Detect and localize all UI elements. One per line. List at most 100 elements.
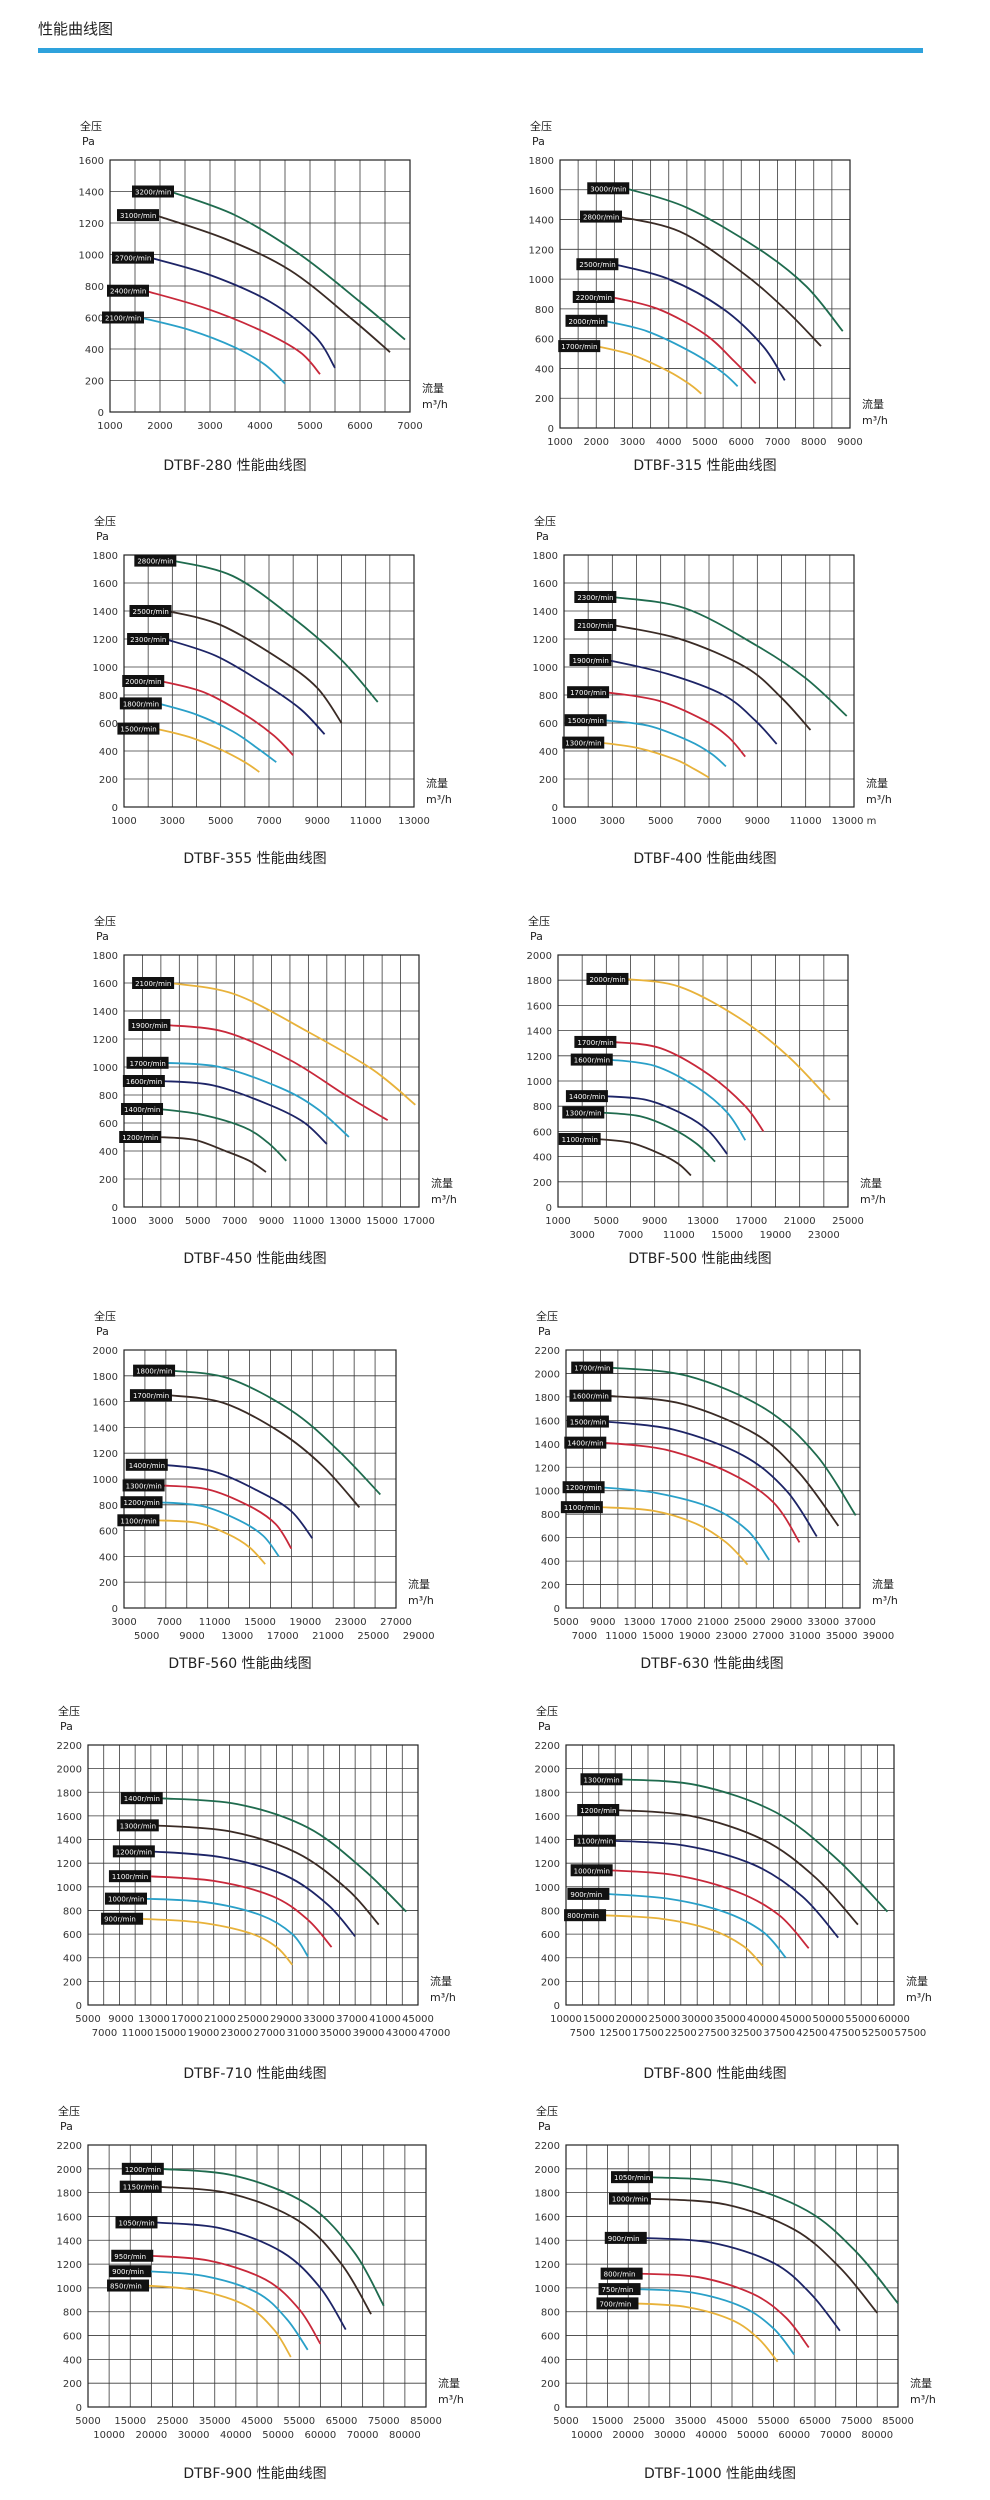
series-curve — [607, 1394, 840, 1527]
x-tick-label: 3000 — [600, 816, 625, 827]
y-tick-label: 2200 — [535, 2141, 560, 2152]
x-tick-label-secondary: 5000 — [134, 1631, 159, 1642]
rpm-tag — [571, 1361, 614, 1374]
y-tick-label: 1200 — [535, 1463, 560, 1474]
y-tick-label: 400 — [85, 345, 104, 356]
rpm-tag — [580, 210, 622, 223]
series-curve — [604, 691, 746, 758]
y-tick-label: 0 — [76, 2403, 82, 2414]
x-tick-label: 45000 — [716, 2416, 748, 2427]
rpm-tag-label: 1050r/min — [118, 2219, 154, 2227]
y-tick-label: 0 — [112, 803, 118, 814]
y-tick-label: 2000 — [535, 1765, 560, 1776]
x-tick-label: 25000 — [648, 2014, 680, 2025]
series-curve — [596, 345, 702, 395]
x-tick-label-secondary: 40000 — [220, 2430, 252, 2441]
y-tick-label: 1200 — [57, 1859, 82, 1870]
rpm-tag-label: 2300r/min — [577, 594, 613, 602]
rpm-tag — [564, 1436, 607, 1449]
y-tick-label: 1200 — [93, 1035, 118, 1046]
series-curve — [155, 727, 260, 773]
x-tick-label: 1000 — [111, 816, 136, 827]
x-tick-label: 15000 — [366, 1216, 398, 1227]
x-axis-label: 流量 — [431, 1176, 453, 1190]
rpm-tag-label: 1500r/min — [568, 717, 604, 725]
y-tick-label: 600 — [99, 1527, 118, 1538]
x-tick-label: 9000 — [305, 816, 330, 827]
x-tick-label: 75000 — [368, 2416, 400, 2427]
x-tick-label-secondary: 29000 — [403, 1631, 435, 1642]
x-tick-label-secondary: 13000 — [221, 1631, 253, 1642]
plot-frame — [87, 1744, 419, 2006]
rpm-tag — [604, 2231, 647, 2244]
x-tick-label-secondary: 27000 — [254, 2028, 286, 2039]
chart-10: 0 200 400 600 800 1000 1200 1400 1600 1800 2000 220… — [535, 1704, 932, 2082]
rpm-tag-label: 1300r/min — [583, 1776, 619, 1784]
rpm-tag — [560, 1501, 603, 1514]
series-curve — [167, 1394, 361, 1508]
y-tick-label: 1400 — [57, 1836, 82, 1847]
series-curve — [160, 1080, 328, 1145]
chart-caption: DTBF-630 性能曲线图 — [640, 1656, 783, 1672]
rpm-tag — [117, 722, 160, 735]
y-tick-label: 1000 — [79, 251, 104, 262]
y-tick-label: 200 — [533, 1178, 552, 1189]
y-tick-label: 800 — [533, 1102, 552, 1113]
x-tick-label-secondary: 12500 — [599, 2028, 631, 2039]
rpm-tag — [570, 1053, 613, 1066]
y-tick-label: 600 — [541, 2332, 560, 2343]
y-tick-label: 200 — [99, 1578, 118, 1589]
y-tick-label: 1000 — [57, 1883, 82, 1894]
x-axis-unit: m³/h — [408, 1594, 434, 1607]
x-axis-label: 流量 — [408, 1577, 430, 1591]
y-tick-label: 400 — [99, 1552, 118, 1563]
rpm-tag-label: 2300r/min — [130, 636, 166, 644]
x-tick-label: 8000 — [801, 437, 826, 448]
x-tick-label: 9000 — [745, 816, 770, 827]
y-tick-label: 1600 — [527, 1001, 552, 1012]
y-tick-label: 1600 — [535, 2212, 560, 2223]
y-tick-label: 1000 — [93, 663, 118, 674]
rpm-tag-label: 1300r/min — [120, 1822, 156, 1830]
series-curve — [646, 2197, 878, 2314]
y-tick-label: 600 — [63, 1930, 82, 1941]
x-tick-label-secondary: 32500 — [730, 2028, 762, 2039]
rpm-tag — [596, 2297, 639, 2310]
y-axis-label: 全压 — [536, 1704, 558, 1718]
y-tick-label: 600 — [539, 719, 558, 730]
x-tick-label-secondary: 50000 — [262, 2430, 294, 2441]
y-axis-unit: Pa — [538, 2120, 551, 2133]
x-tick-label-secondary: 22500 — [665, 2028, 697, 2039]
x-tick-label-secondary: 17000 — [267, 1631, 299, 1642]
x-tick-label-secondary: 20000 — [135, 2430, 167, 2441]
x-tick-label: 17000 — [735, 1216, 767, 1227]
rpm-tag — [120, 1792, 163, 1805]
rpm-tag-label: 2100r/min — [135, 980, 171, 988]
x-tick-label: 11000 — [199, 1617, 231, 1628]
plot-frame — [565, 2144, 899, 2408]
x-tick-label-secondary: 30000 — [178, 2430, 210, 2441]
y-tick-label: 0 — [546, 1203, 552, 1214]
x-tick-label-secondary: 10000 — [571, 2430, 603, 2441]
chart-caption: DTBF-500 性能曲线图 — [628, 1251, 771, 1267]
y-tick-label: 800 — [99, 1091, 118, 1102]
series-curve — [602, 719, 727, 768]
y-axis-label: 全压 — [80, 119, 102, 133]
x-tick-label: 35000 — [199, 2416, 231, 2427]
y-tick-label: 1800 — [535, 2189, 560, 2200]
x-axis-label: 流量 — [866, 776, 888, 790]
y-axis-unit: Pa — [538, 1720, 551, 1733]
x-axis-label: 流量 — [860, 1176, 882, 1190]
y-tick-label: 200 — [541, 2379, 560, 2390]
y-tick-label: 1800 — [527, 976, 552, 987]
chart-caption: DTBF-1000 性能曲线图 — [644, 2466, 796, 2482]
chart-caption: DTBF-355 性能曲线图 — [183, 851, 326, 867]
y-tick-label: 1200 — [79, 219, 104, 230]
rpm-tag — [112, 251, 154, 264]
x-axis-unit: m³/h — [431, 1193, 457, 1206]
series-curve — [609, 1366, 857, 1516]
x-axis-label: 流量 — [426, 776, 448, 790]
chart-2: 0 200 400 600 800 1000 1200 1400 1600 1800 1000 200… — [529, 119, 888, 474]
rpm-tag — [567, 1887, 610, 1900]
x-tick-label-secondary: 21000 — [312, 1631, 344, 1642]
